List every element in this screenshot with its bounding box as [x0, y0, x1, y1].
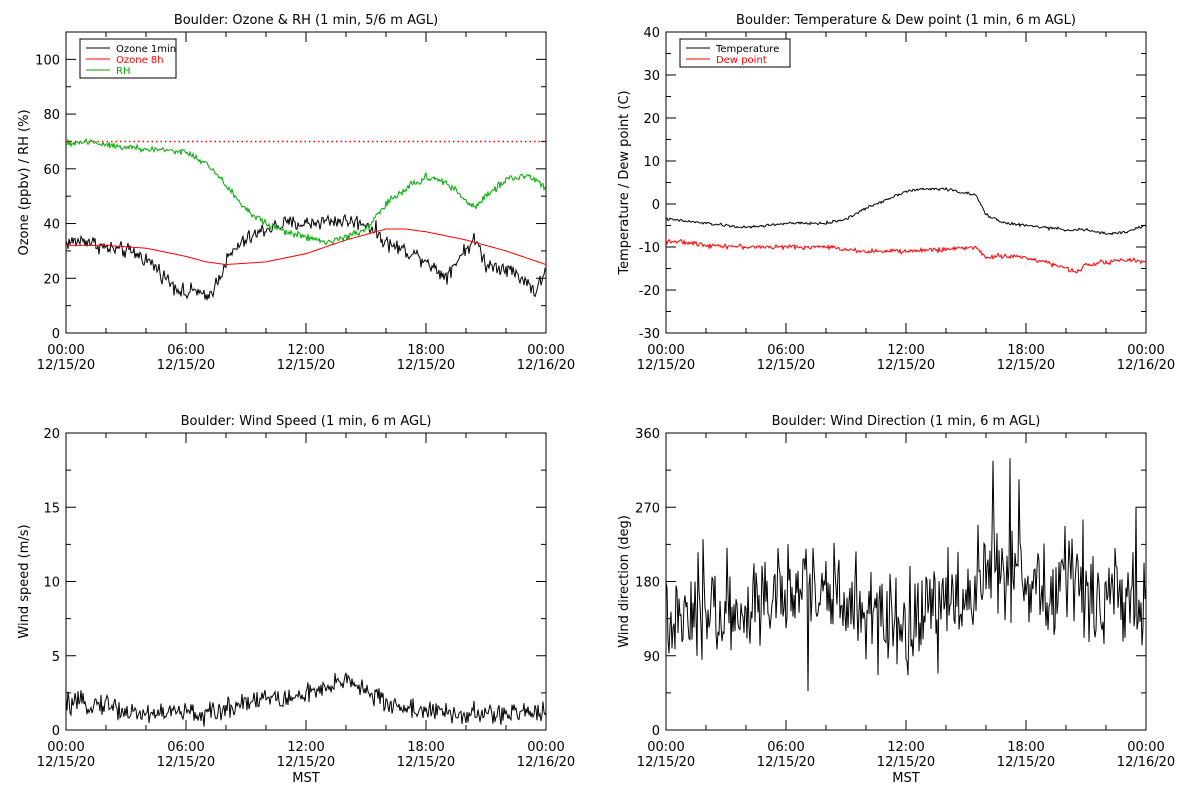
- x-tick-date-label: 12/15/20: [997, 358, 1055, 373]
- x-tick-date-label: 12/15/20: [157, 358, 215, 373]
- x-tick-time-label: 00:00: [647, 343, 684, 358]
- legend-label: Ozone 8h: [116, 55, 164, 66]
- x-tick-date-label: 12/15/20: [277, 358, 335, 373]
- y-axis-label: Wind direction (deg): [617, 515, 632, 648]
- y-tick-label: 100: [35, 53, 60, 68]
- series-line-2: [666, 238, 1146, 274]
- panel-1: Boulder: Ozone & RH (1 min, 5/6 m AGL) 0 2…: [17, 13, 575, 373]
- x-axis-label: MST: [892, 771, 919, 786]
- x-tick-date-label: 12/15/20: [397, 358, 455, 373]
- x-tick-date-label: 12/15/20: [637, 755, 695, 770]
- x-axis-label: MST: [292, 771, 319, 786]
- x-tick-time-label: 00:00: [1127, 343, 1164, 358]
- y-tick-label: 80: [43, 108, 60, 123]
- x-tick-time-label: 00:00: [527, 343, 564, 358]
- y-tick-label: 0: [52, 724, 60, 739]
- x-tick-time-label: 18:00: [1007, 343, 1044, 358]
- x-tick-time-label: 18:00: [407, 740, 444, 755]
- plot-frame: [665, 31, 1147, 334]
- y-tick-label: 0: [52, 327, 60, 342]
- y-tick-label: -10: [639, 241, 660, 256]
- y-tick-label: 90: [643, 650, 660, 665]
- x-tick-time-label: 00:00: [647, 740, 684, 755]
- y-tick-label: -30: [639, 327, 660, 342]
- panel-4: Boulder: Wind Direction (1 min, 6 m AGL)…: [617, 414, 1175, 786]
- y-tick-label: 5: [52, 650, 60, 665]
- x-tick-date-label: 12/15/20: [277, 755, 335, 770]
- x-tick-time-label: 00:00: [47, 740, 84, 755]
- series-line-1: [666, 186, 1146, 236]
- x-tick-time-label: 06:00: [167, 343, 204, 358]
- chart-title: Boulder: Temperature & Dew point (1 min,…: [736, 13, 1076, 28]
- legend-label: Temperature: [715, 44, 779, 55]
- y-tick-label: 360: [635, 427, 660, 442]
- y-tick-label: 60: [43, 163, 60, 178]
- chart-title: Boulder: Wind Speed (1 min, 6 m AGL): [181, 414, 432, 429]
- x-tick-date-label: 12/15/20: [637, 358, 695, 373]
- y-axis-label: Wind speed (m/s): [17, 524, 32, 638]
- series-line-1: [66, 672, 546, 727]
- y-tick-label: 0: [652, 724, 660, 739]
- panel-3: Boulder: Wind Speed (1 min, 6 m AGL) 0 5 10…: [17, 414, 575, 786]
- series-line-2: [66, 228, 546, 266]
- x-tick-time-label: 06:00: [167, 740, 204, 755]
- panel-2: Boulder: Temperature & Dew point (1 min,…: [617, 13, 1175, 373]
- x-tick-date-label: 12/15/20: [397, 755, 455, 770]
- x-tick-date-label: 12/15/20: [997, 755, 1055, 770]
- y-axis-label: Ozone (ppbv) / RH (%): [17, 109, 32, 255]
- y-tick-label: 40: [643, 26, 660, 41]
- chart-title: Boulder: Ozone & RH (1 min, 5/6 m AGL): [174, 13, 438, 28]
- series-line-1: [666, 458, 1146, 692]
- x-tick-date-label: 12/15/20: [37, 358, 95, 373]
- x-tick-date-label: 12/15/20: [757, 358, 815, 373]
- x-tick-time-label: 00:00: [527, 740, 564, 755]
- chart-title: Boulder: Wind Direction (1 min, 6 m AGL): [772, 414, 1041, 429]
- y-tick-label: 20: [43, 427, 60, 442]
- x-tick-date-label: 12/15/20: [157, 755, 215, 770]
- x-tick-time-label: 12:00: [887, 343, 924, 358]
- x-tick-date-label: 12/15/20: [877, 358, 935, 373]
- y-tick-label: 20: [43, 272, 60, 287]
- x-tick-date-label: 12/16/20: [1117, 755, 1175, 770]
- y-tick-label: 180: [635, 576, 660, 591]
- y-tick-label: 20: [643, 112, 660, 127]
- x-tick-time-label: 00:00: [47, 343, 84, 358]
- y-tick-label: 10: [43, 576, 60, 591]
- x-tick-date-label: 12/15/20: [37, 755, 95, 770]
- x-tick-time-label: 06:00: [767, 343, 804, 358]
- x-tick-time-label: 18:00: [407, 343, 444, 358]
- x-tick-date-label: 12/15/20: [757, 755, 815, 770]
- series-line-3: [66, 137, 546, 246]
- legend-label: Ozone 1min: [116, 44, 176, 55]
- y-axis-label: Temperature / Dew point (C): [617, 90, 632, 275]
- x-tick-date-label: 12/16/20: [517, 358, 575, 373]
- y-tick-label: 10: [643, 155, 660, 170]
- x-tick-time-label: 12:00: [887, 740, 924, 755]
- x-tick-date-label: 12/15/20: [877, 755, 935, 770]
- y-tick-label: 0: [652, 198, 660, 213]
- y-tick-label: 15: [43, 501, 60, 516]
- y-tick-label: 40: [43, 218, 60, 233]
- legend-label: Dew point: [716, 55, 767, 66]
- x-tick-date-label: 12/16/20: [517, 755, 575, 770]
- x-tick-time-label: 12:00: [287, 740, 324, 755]
- y-tick-label: 270: [635, 501, 660, 516]
- x-tick-time-label: 12:00: [287, 343, 324, 358]
- legend-box: [679, 38, 791, 68]
- plot-frame: [65, 432, 547, 731]
- x-tick-time-label: 00:00: [1127, 740, 1164, 755]
- y-tick-label: -20: [639, 284, 660, 299]
- x-tick-time-label: 06:00: [767, 740, 804, 755]
- x-tick-date-label: 12/16/20: [1117, 358, 1175, 373]
- y-tick-label: 30: [643, 69, 660, 84]
- legend-label: RH: [116, 66, 130, 77]
- series-line-1: [66, 213, 546, 301]
- plot-frame: [665, 432, 1147, 731]
- x-tick-time-label: 18:00: [1007, 740, 1044, 755]
